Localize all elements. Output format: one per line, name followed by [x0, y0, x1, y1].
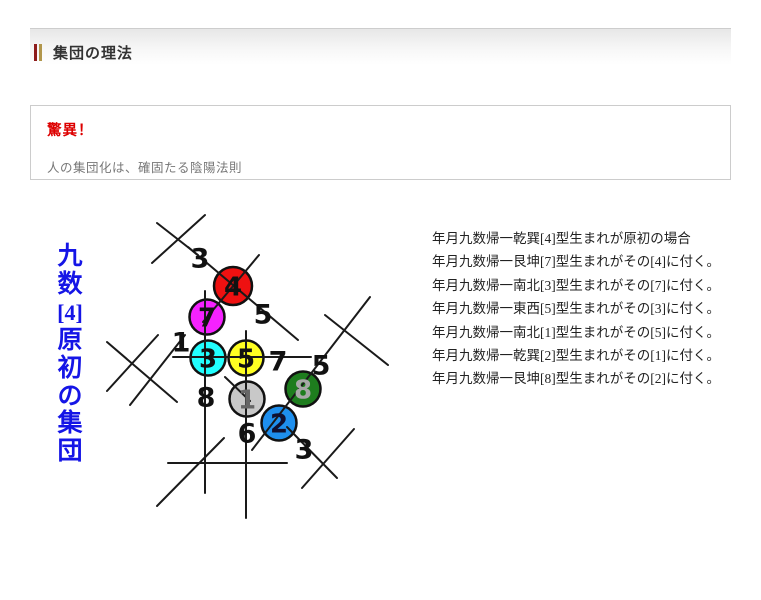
vertical-label-char: 原 [57, 326, 83, 354]
vertical-label-char: 初 [57, 354, 83, 382]
diagram-line [324, 314, 389, 366]
free-number-1: 1 [172, 328, 191, 359]
free-number-8: 8 [197, 383, 216, 414]
free-number-7: 7 [269, 347, 288, 378]
page-title: 集団の理法 [53, 46, 134, 62]
diagram-vertical-label: 九数 [4] 原初の集団 [54, 243, 86, 466]
free-number-6: 6 [238, 419, 257, 450]
circle-number-8: 8 [294, 375, 312, 405]
description-line: 年月九数帰一東西[5]型生まれがその[3]に付く。 [432, 301, 720, 317]
diagram-line [106, 341, 178, 403]
circle-number-3: 3 [199, 344, 217, 374]
diagram-line [156, 437, 225, 507]
vertical-label-char: の [57, 382, 83, 410]
diagram-circle-2 [260, 404, 298, 442]
description-line: 年月九数帰一乾巽[2]型生まれがその[1]に付く。 [432, 348, 720, 364]
diagram-line [129, 334, 186, 406]
vertical-label-char: 団 [57, 438, 83, 466]
diagram-line [202, 254, 260, 323]
circle-number-1: 1 [238, 385, 256, 415]
circle-number-2: 2 [270, 409, 288, 439]
diagram-line [301, 428, 355, 489]
diagram-line [224, 376, 251, 402]
description-text-block: 年月九数帰一乾巽[4]型生まれが原初の場合年月九数帰一艮坤[7]型生まれがその[… [432, 227, 732, 391]
vertical-label-char: 集 [57, 410, 83, 438]
description-line: 年月九数帰一乾巽[4]型生まれが原初の場合 [432, 231, 691, 246]
title-marker-icon [34, 44, 42, 61]
vertical-label-char: 九 [57, 243, 83, 270]
free-number-3: 3 [191, 244, 210, 275]
free-number-5: 5 [312, 351, 331, 382]
description-line: 年月九数帰一南北[3]型生まれがその[7]に付く。 [432, 277, 720, 293]
alert-heading: 驚異！ [47, 123, 94, 139]
description-line: 年月九数帰一南北[1]型生まれがその[5]に付く。 [432, 324, 720, 340]
diagram-line [286, 426, 338, 479]
page-header: 集団の理法 [34, 42, 133, 63]
circle-number-5: 5 [237, 344, 255, 374]
alert-body: 人の集団化は、確固たる陰陽法則 [47, 161, 243, 175]
diagram-circle-8 [284, 370, 322, 408]
circle-number-7: 7 [198, 303, 216, 333]
free-number-3: 3 [295, 435, 314, 466]
description-line: 年月九数帰一艮坤[8]型生まれがその[2]に付く。 [432, 371, 720, 387]
diagram-line [251, 296, 371, 451]
diagram-line [187, 246, 299, 341]
vertical-label-char: 数 [57, 270, 83, 298]
alert-box: 驚異！ 人の集団化は、確固たる陰陽法則 [30, 105, 731, 180]
header-gradient-band [30, 28, 731, 71]
diagram-line [151, 214, 206, 264]
description-line: 年月九数帰一艮坤[7]型生まれがその[4]に付く。 [432, 254, 720, 270]
free-number-5: 5 [254, 300, 273, 331]
vertical-label-char: [4] [57, 299, 83, 325]
circle-number-4: 4 [224, 272, 242, 302]
diagram-line [106, 334, 159, 392]
